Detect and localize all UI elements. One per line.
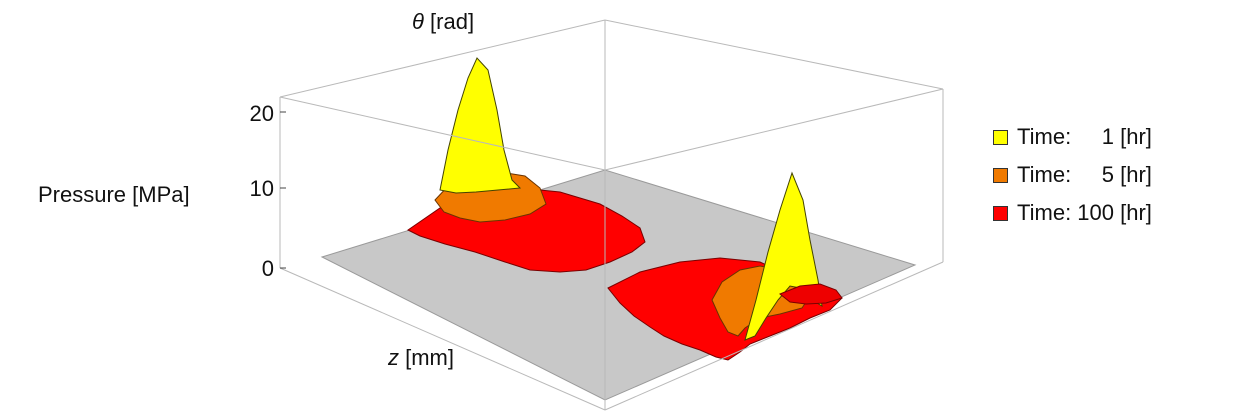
theta-symbol: θ xyxy=(412,9,424,34)
box-edge xyxy=(279,267,606,411)
pressure-tick-20: 20 xyxy=(249,101,274,126)
legend: Time: 1 [hr] Time: 5 [hr] Time: 100 [hr] xyxy=(993,118,1152,232)
legend-label: Time: 5 [hr] xyxy=(1017,162,1152,187)
box-edge xyxy=(604,19,944,90)
right-surfaces xyxy=(607,171,843,361)
box-front-edges xyxy=(279,88,944,411)
box-edge xyxy=(279,96,606,171)
pressure-tick-0: 0 xyxy=(261,256,274,281)
surface-red-right-front xyxy=(779,283,843,305)
box-edge xyxy=(279,19,606,98)
box-edge xyxy=(604,88,944,171)
pressure-axis-ticks xyxy=(280,111,286,269)
legend-swatch-yellow xyxy=(993,129,1008,145)
z-axis-label: z [mm] xyxy=(388,345,454,371)
box-back-edges xyxy=(279,19,944,268)
legend-item: Time: 5 [hr] xyxy=(993,156,1152,194)
theta-unit: [rad] xyxy=(423,9,475,34)
legend-swatch-red xyxy=(993,205,1008,221)
pressure-tick-10: 10 xyxy=(249,176,274,201)
surface-yellow-left xyxy=(439,57,522,194)
legend-swatch-orange xyxy=(993,167,1008,183)
legend-item: Time: 100 [hr] xyxy=(993,194,1152,232)
z-unit: [mm] xyxy=(399,345,454,370)
left-surfaces xyxy=(407,57,646,273)
box-edge xyxy=(604,261,944,411)
theta-axis-label: θ [rad] xyxy=(412,9,474,35)
legend-label: Time: 100 [hr] xyxy=(1017,200,1152,225)
legend-item: Time: 1 [hr] xyxy=(993,118,1152,156)
pressure-axis-label: Pressure [MPa] xyxy=(38,182,190,207)
z-symbol: z xyxy=(388,345,399,370)
legend-label: Time: 1 [hr] xyxy=(1017,124,1152,149)
